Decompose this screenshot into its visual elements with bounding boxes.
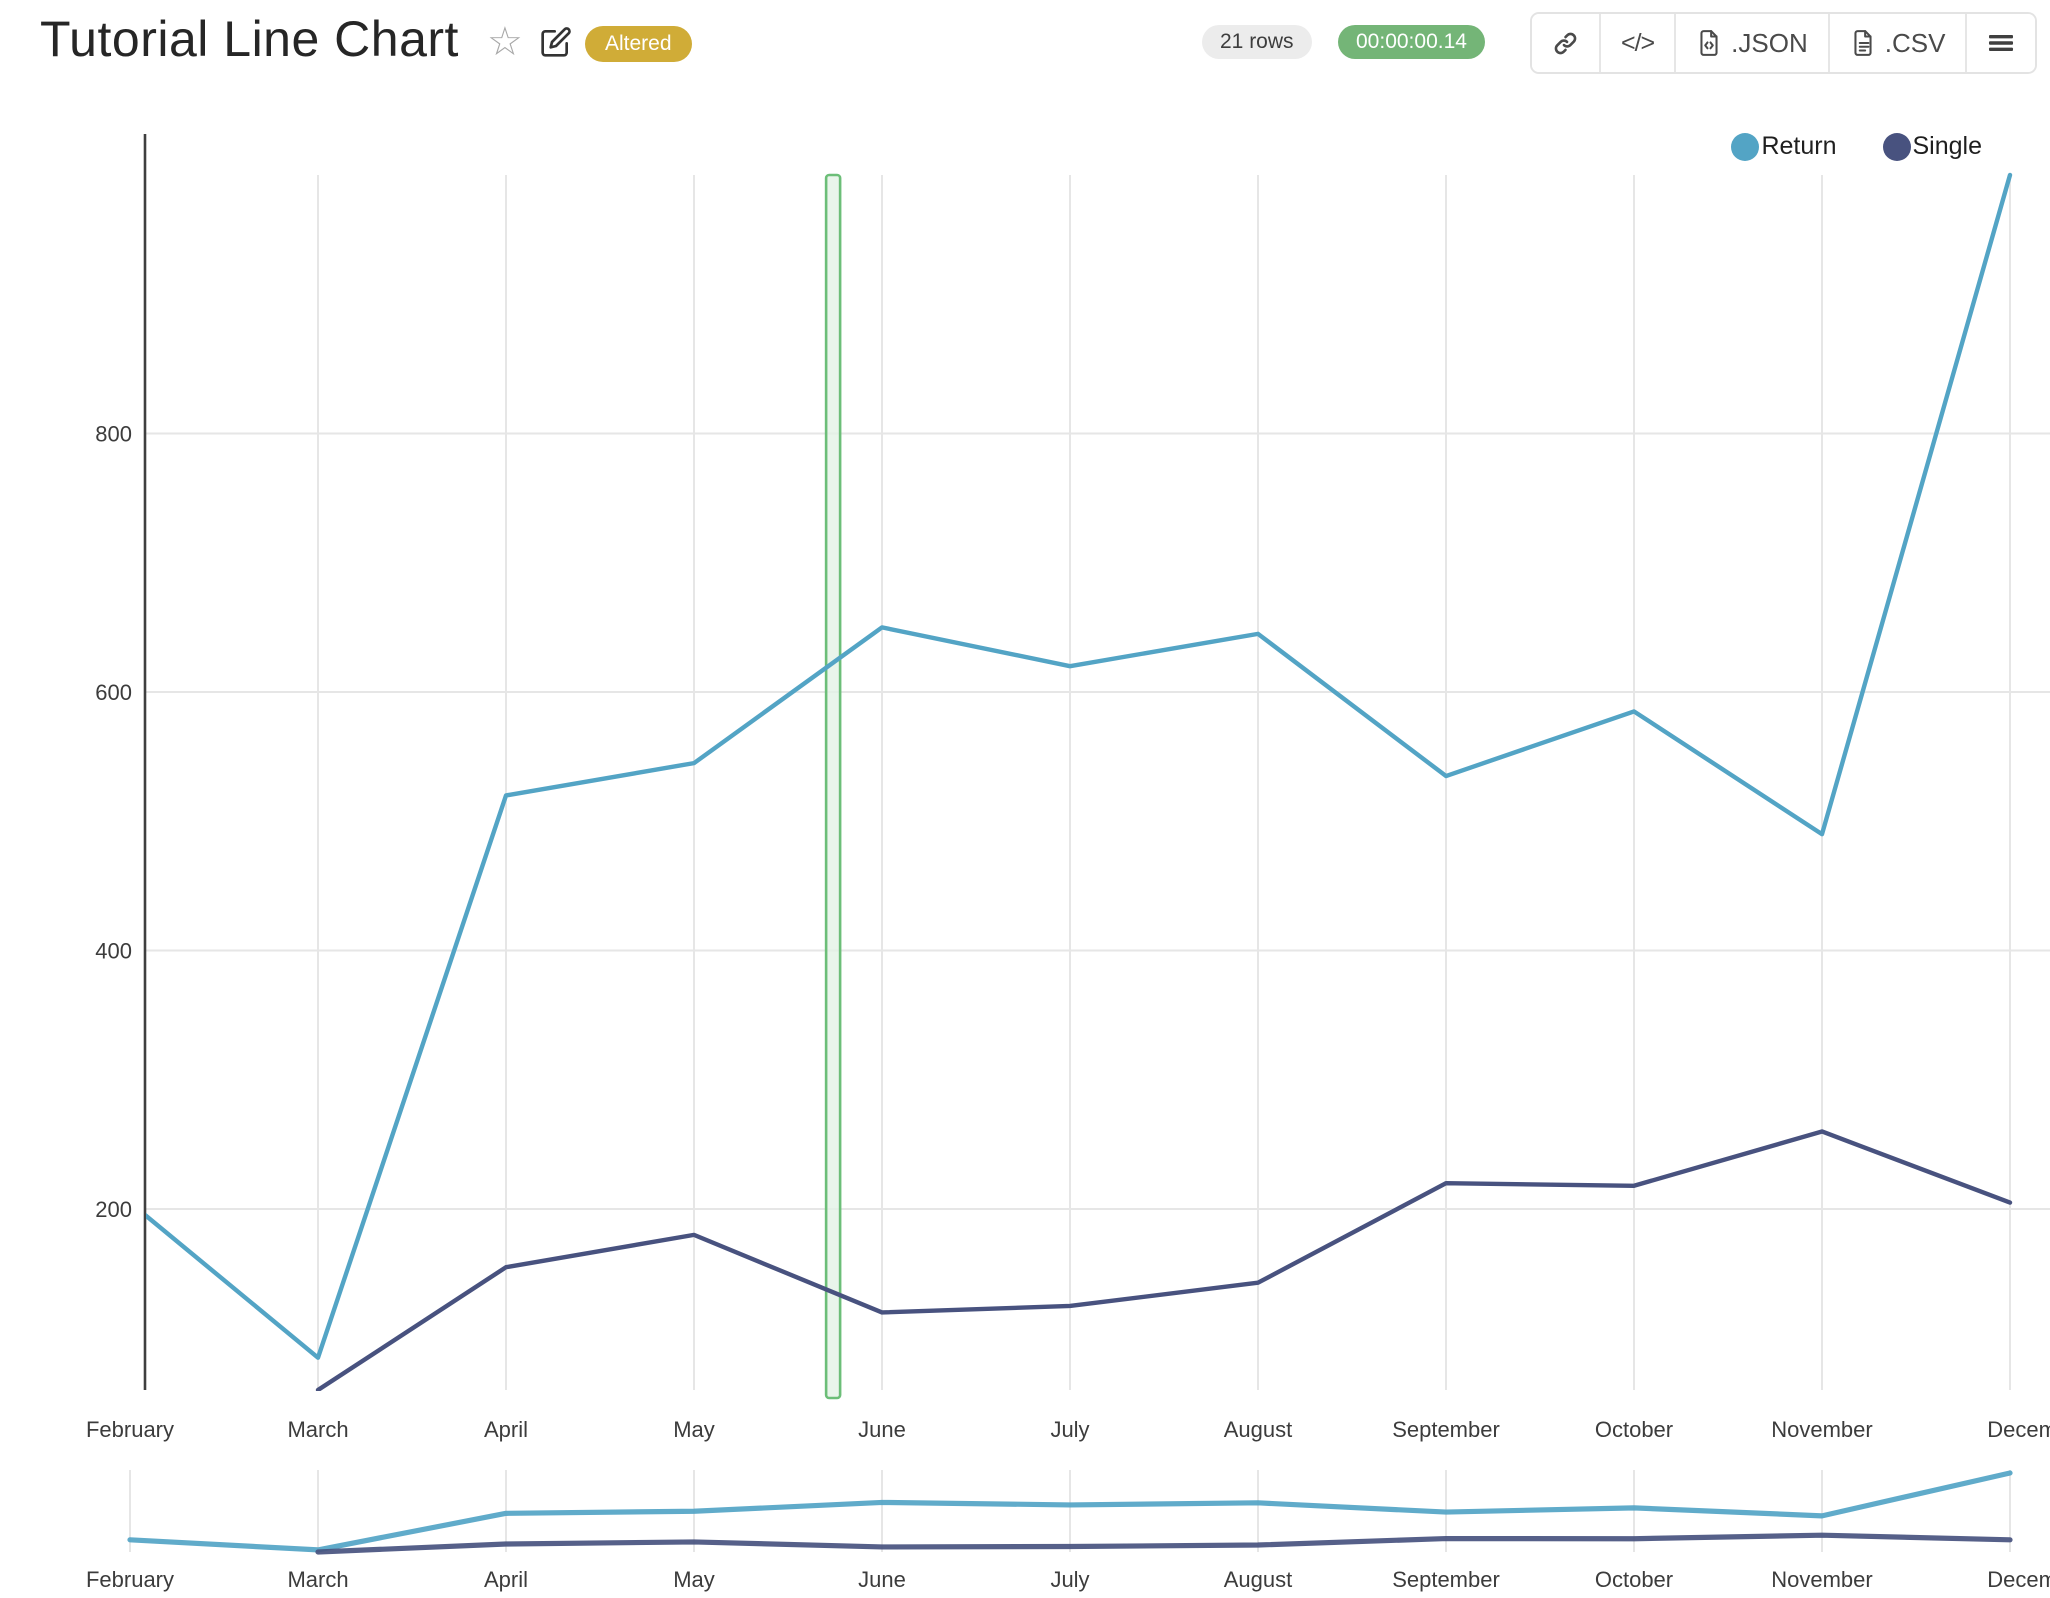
row-count-pill: 21 rows — [1202, 25, 1312, 59]
execution-time-pill: 00:00:00.14 — [1338, 25, 1485, 59]
x-tick-label: August — [1224, 1417, 1293, 1442]
download-json-button[interactable]: .JSON — [1676, 14, 1830, 72]
rangeslider-tick-label: October — [1595, 1567, 1673, 1592]
rangeslider-tick-label: November — [1771, 1567, 1872, 1592]
legend-item-return[interactable]: Return — [1731, 132, 1837, 161]
legend-label-return: Return — [1761, 132, 1837, 160]
x-tick-label: October — [1595, 1417, 1673, 1442]
code-icon: </> — [1621, 28, 1655, 57]
page-title: Tutorial Line Chart — [40, 11, 459, 67]
download-csv-button[interactable]: .CSV — [1829, 14, 1968, 72]
download-json-label: .JSON — [1731, 27, 1808, 58]
file-json-icon — [1696, 29, 1722, 57]
copy-link-button[interactable] — [1532, 14, 1601, 72]
legend-label-single: Single — [1912, 132, 1983, 160]
menu-button[interactable] — [1967, 14, 2036, 72]
embed-code-button[interactable]: </> — [1601, 14, 1677, 72]
rangeslider-tick-label: September — [1392, 1567, 1500, 1592]
favorite-star-icon[interactable]: ☆ — [487, 20, 523, 64]
legend-dot-return — [1731, 132, 1760, 161]
x-tick-label: March — [287, 1417, 348, 1442]
rangeslider-tick-label: April — [484, 1567, 528, 1592]
x-tick-label: July — [1050, 1417, 1089, 1442]
x-tick-label: May — [673, 1417, 715, 1442]
legend-item-single[interactable]: Single — [1882, 132, 1983, 161]
rangeslider-tick-label: December — [1987, 1567, 2050, 1592]
altered-badge: Altered — [585, 26, 692, 62]
rangeslider-tick-label: March — [287, 1567, 348, 1592]
link-icon — [1552, 30, 1579, 57]
legend-dot-single — [1882, 132, 1911, 161]
rangeslider-tick-label: August — [1224, 1567, 1293, 1592]
rangeslider-tick-label: July — [1050, 1567, 1089, 1592]
rangeslider-tick-label: June — [858, 1567, 906, 1592]
series-line-return — [146, 172, 2013, 1360]
x-tick-label: April — [484, 1417, 528, 1442]
download-csv-label: .CSV — [1884, 27, 1946, 58]
rangeslider-tick-label: May — [673, 1567, 715, 1592]
series-line-single — [315, 1129, 2013, 1391]
y-tick-label: 400 — [95, 939, 132, 964]
rangeslider-tick-label: February — [86, 1567, 174, 1592]
x-tick-label: November — [1771, 1417, 1872, 1442]
y-tick-label: 200 — [95, 1197, 132, 1222]
selection-band[interactable] — [824, 173, 842, 1400]
rangeslider-line-single — [315, 1532, 2013, 1555]
chart-legend: Return Single — [1731, 132, 1982, 161]
x-tick-label: February — [86, 1417, 174, 1442]
x-tick-label: June — [858, 1417, 906, 1442]
y-tick-label: 800 — [95, 422, 132, 447]
result-toolbar: </> .JSON — [1530, 12, 2038, 74]
hamburger-icon — [1987, 31, 2015, 55]
x-tick-label: December — [1987, 1417, 2050, 1442]
edit-icon[interactable] — [540, 26, 572, 58]
y-tick-label: 600 — [95, 680, 132, 705]
rangeslider-line-return — [127, 1470, 2013, 1553]
header: Tutorial Line Chart ☆ Altered 21 rows 00… — [0, 0, 2050, 80]
x-tick-label: September — [1392, 1417, 1500, 1442]
file-csv-icon — [1850, 29, 1876, 57]
